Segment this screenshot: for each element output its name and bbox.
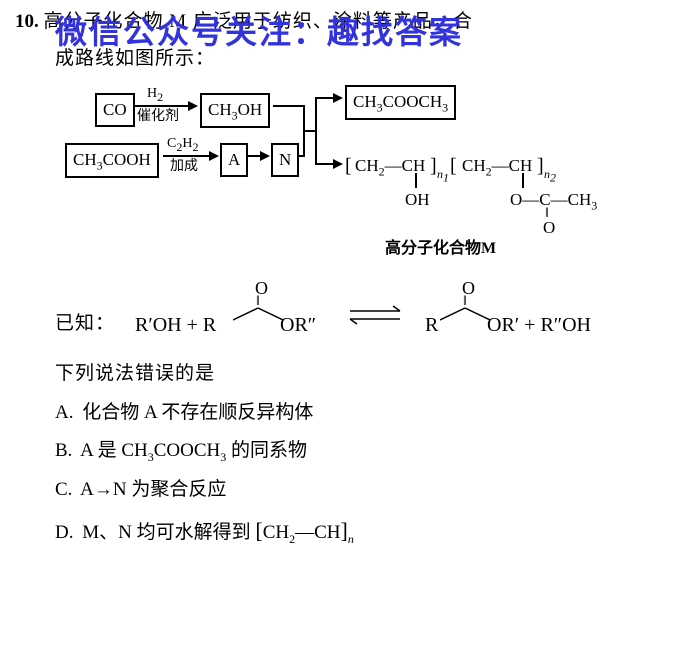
option-a-label: A. — [55, 402, 73, 423]
p-ch2a: CH — [355, 156, 379, 175]
eq-r-right: R — [425, 310, 438, 340]
n1s: 1 — [443, 170, 449, 184]
d-ch2: CH — [263, 522, 289, 543]
c2h2-c: C — [167, 136, 176, 151]
eq-orprime: OR′ + R″OH — [487, 310, 591, 340]
synthesis-scheme: CO H2 催化剂 CH3OH CH3COOH C2H2 加成 A N CH3C… — [95, 85, 685, 260]
option-a-text: 化合物 A 不存在顺反异构体 — [82, 402, 313, 423]
p-ch1: —CH — [385, 156, 426, 175]
bracket-l2: [ — [450, 151, 457, 181]
occh3: O—C—CH — [510, 190, 591, 209]
bond-oh — [415, 173, 417, 188]
bond-oac — [522, 173, 524, 188]
bond-svg-left — [233, 300, 283, 325]
option-d-pre: M、N 均可水解得到 — [82, 522, 255, 543]
question-line2: 成路线如图所示： — [55, 45, 685, 74]
arrowhead-1 — [188, 101, 198, 111]
oac-label: O—C—CH3 — [510, 187, 597, 214]
carbonyl-o: O — [543, 215, 555, 241]
line-junction-mid — [303, 130, 315, 132]
question-number: 10. — [15, 11, 39, 32]
ester-ch1: CH — [353, 92, 377, 111]
ester-mid: COOCH — [383, 92, 443, 111]
question-line1: 高分子化合物 M 广泛用于纺织、涂料等产品，合 — [44, 11, 473, 32]
arrow-to-ester — [315, 97, 335, 99]
b-ch2: COOCH — [154, 440, 221, 461]
box-co: CO — [95, 93, 135, 127]
box-ch3cooh: CH3COOH — [65, 143, 159, 178]
ch3cooh-cooh: COOH — [103, 150, 151, 169]
arrow-to-polymer — [315, 163, 335, 165]
h2-h: H — [147, 86, 157, 101]
option-c-label: C. — [55, 479, 72, 500]
eq-ordq: OR″ — [280, 310, 316, 340]
option-a: A. 化合物 A 不存在顺反异构体 — [55, 399, 685, 428]
option-d-label: D. — [55, 522, 73, 543]
ch3oh-ch: CH — [208, 100, 232, 119]
eq-left: R′OH + R — [135, 310, 216, 340]
line-n-out — [298, 155, 305, 157]
d-n: n — [348, 532, 354, 546]
poly-n2: n2 — [544, 165, 556, 186]
arrowhead-4 — [333, 93, 343, 103]
ester-s2: 3 — [442, 100, 448, 114]
c2h2-s2: 2 — [192, 140, 198, 154]
vline-split — [315, 97, 317, 163]
question-stem: 下列说法错误的是 — [55, 360, 685, 389]
option-b-post: 的同系物 — [226, 440, 307, 461]
polymer-name: 高分子化合物M — [385, 237, 496, 261]
option-b-chem: CH3COOCH3 — [121, 440, 226, 461]
n-text: N — [279, 150, 291, 169]
c2h2-h: H — [182, 136, 192, 151]
option-c-text: A→N 为聚合反应 — [80, 479, 226, 500]
co-text: CO — [103, 100, 127, 119]
box-ch3oh: CH3OH — [200, 93, 270, 128]
box-n: N — [271, 143, 299, 177]
h2-sub: 2 — [157, 90, 163, 104]
bond-svg-right — [440, 300, 490, 325]
arrowhead-2 — [209, 151, 219, 161]
poly-n1: n1 — [437, 165, 449, 186]
label-c2h2: C2H2 — [167, 133, 198, 156]
p-ch2b: CH — [462, 156, 486, 175]
label-h2: H2 — [147, 83, 163, 106]
a-text: A — [228, 150, 240, 169]
label-catalyst: 催化剂 — [137, 106, 179, 127]
arrowhead-3 — [260, 151, 270, 161]
p-ch2: —CH — [492, 156, 533, 175]
box-ch3cooch3: CH3COOCH3 — [345, 85, 456, 120]
ch3cooh-ch: CH — [73, 150, 97, 169]
equilibrium-arrows — [345, 303, 405, 328]
roh: R′OH + R — [135, 314, 216, 336]
bracket-r1: ] — [430, 151, 437, 181]
d-ch: —CH — [295, 522, 340, 543]
bracket-l1: [ — [345, 151, 352, 181]
option-b-label: B. — [55, 440, 72, 461]
oh-label: OH — [405, 187, 430, 213]
option-d-fragment: [CH2—CH]n — [255, 514, 353, 548]
option-c: C. A→N 为聚合反应 — [55, 476, 685, 505]
label-addition: 加成 — [170, 156, 198, 177]
line-ch3oh-out — [273, 105, 303, 107]
option-b: B. A 是 CH3COOCH3 的同系物 — [55, 437, 685, 466]
n2s: 2 — [550, 170, 556, 184]
known-reaction: 已知： O ‖ R′OH + R OR″ O ‖ R OR′ + R″OH — [55, 275, 685, 350]
b-ch: CH — [121, 440, 147, 461]
option-d: D. M、N 均可水解得到 [CH2—CH]n — [55, 514, 685, 548]
arrowhead-5 — [333, 159, 343, 169]
box-a: A — [220, 143, 248, 177]
occh3s: 3 — [591, 198, 597, 212]
option-b-pre: A 是 — [80, 440, 121, 461]
ch3oh-oh: OH — [238, 100, 263, 119]
bracket-r2: ] — [537, 151, 544, 181]
known-label: 已知： — [55, 310, 115, 339]
question-header: 10. 高分子化合物 M 广泛用于纺织、涂料等产品，合 微信公众号关注：趣找答案 — [15, 8, 685, 37]
